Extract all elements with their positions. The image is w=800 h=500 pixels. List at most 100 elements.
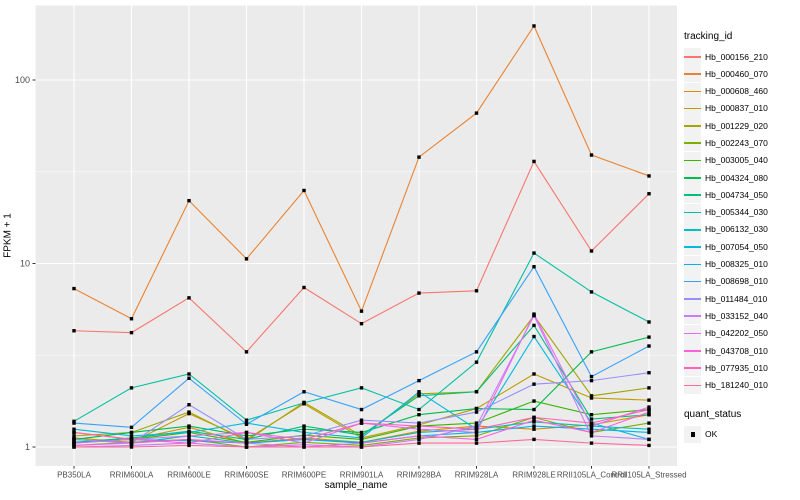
legend-label: Hb_000156_210 bbox=[705, 51, 768, 62]
data-point bbox=[187, 376, 191, 380]
data-point bbox=[647, 443, 651, 448]
series-color-swatch-icon bbox=[684, 376, 701, 394]
data-point bbox=[129, 441, 134, 445]
y-tick-label: 1 bbox=[25, 442, 30, 452]
data-point bbox=[474, 441, 479, 445]
data-point bbox=[589, 290, 594, 294]
data-point bbox=[302, 437, 306, 442]
data-point bbox=[302, 430, 306, 435]
data-point bbox=[244, 257, 249, 261]
x-tick-label: RRII105LA_Control bbox=[557, 471, 627, 480]
data-point bbox=[72, 437, 76, 442]
data-point bbox=[244, 422, 249, 426]
legend-label: Hb_077935_010 bbox=[705, 362, 768, 373]
series-color-swatch-icon bbox=[684, 65, 701, 83]
data-point bbox=[589, 417, 594, 421]
data-point bbox=[647, 398, 651, 402]
x-tick-label: RRIM600PE bbox=[282, 471, 326, 480]
data-point bbox=[302, 285, 306, 290]
data-point bbox=[474, 434, 479, 438]
data-point bbox=[187, 403, 191, 407]
data-point bbox=[302, 445, 306, 449]
data-point bbox=[589, 421, 594, 425]
data-point bbox=[532, 407, 536, 412]
data-point bbox=[589, 394, 594, 398]
data-point bbox=[72, 329, 76, 333]
data-point bbox=[647, 386, 651, 390]
data-point bbox=[532, 399, 536, 403]
legend-label: Hb_181240_010 bbox=[705, 380, 768, 391]
data-point bbox=[359, 407, 364, 412]
data-point bbox=[589, 396, 594, 400]
data-point bbox=[417, 407, 421, 412]
data-point bbox=[647, 192, 651, 196]
legend-label: Hb_004324_080 bbox=[705, 172, 768, 183]
data-point bbox=[474, 437, 479, 442]
x-tick-label: RRIM600LE bbox=[167, 471, 211, 480]
data-point bbox=[474, 390, 479, 394]
data-point bbox=[589, 350, 594, 354]
data-point bbox=[187, 443, 191, 448]
data-point bbox=[129, 434, 134, 438]
legend-tracking-items: Hb_000156_210 Hb_000460_070 Hb_000608_460 H… bbox=[684, 48, 799, 394]
data-point bbox=[302, 390, 306, 394]
data-point bbox=[187, 198, 191, 203]
data-point bbox=[187, 434, 191, 438]
data-point bbox=[72, 445, 76, 449]
legend-item: Hb_004734_050 bbox=[684, 186, 799, 204]
legend-label: Hb_000608_460 bbox=[705, 86, 768, 97]
data-point bbox=[244, 445, 249, 449]
legend-item: Hb_077935_010 bbox=[684, 359, 799, 377]
series-color-swatch-icon bbox=[684, 290, 701, 308]
legend-item: Hb_000837_010 bbox=[684, 99, 799, 117]
legend-item: Hb_043708_010 bbox=[684, 342, 799, 360]
data-point bbox=[647, 371, 651, 375]
data-point bbox=[302, 427, 306, 431]
data-point bbox=[187, 372, 191, 376]
data-point bbox=[474, 289, 479, 293]
data-point bbox=[302, 424, 306, 428]
data-point bbox=[474, 430, 479, 435]
data-point bbox=[474, 360, 479, 364]
data-point bbox=[302, 434, 306, 438]
y-axis-title: FPKM + 1 bbox=[2, 213, 14, 258]
legend-item: Hb_002243_070 bbox=[684, 134, 799, 152]
data-point bbox=[532, 323, 536, 328]
data-point bbox=[244, 418, 249, 422]
legend-label: Hb_011484_010 bbox=[705, 293, 768, 304]
data-point bbox=[359, 445, 364, 449]
data-point bbox=[359, 441, 364, 445]
data-point bbox=[72, 286, 76, 291]
data-point bbox=[417, 427, 421, 431]
data-point bbox=[129, 445, 134, 449]
legend-item: Hb_004324_080 bbox=[684, 169, 799, 187]
legend-item: Hb_033152_040 bbox=[684, 307, 799, 325]
data-point bbox=[302, 441, 306, 445]
data-point bbox=[647, 174, 651, 178]
series-color-swatch-icon bbox=[684, 307, 701, 325]
data-point bbox=[359, 421, 364, 425]
data-point bbox=[647, 437, 651, 442]
data-point bbox=[647, 430, 651, 435]
data-point bbox=[647, 427, 651, 431]
series-color-swatch-icon bbox=[684, 82, 701, 100]
series-color-swatch-icon bbox=[684, 169, 701, 187]
data-point bbox=[417, 378, 421, 383]
data-point bbox=[72, 421, 76, 425]
x-tick-label: PB350LA bbox=[57, 471, 91, 480]
data-point bbox=[359, 436, 364, 440]
data-point bbox=[647, 320, 651, 324]
data-point bbox=[244, 437, 249, 442]
legend-label: Hb_000837_010 bbox=[705, 103, 768, 114]
data-point bbox=[417, 421, 421, 425]
data-point bbox=[474, 410, 479, 414]
legend-item: Hb_011484_010 bbox=[684, 290, 799, 308]
data-point bbox=[244, 434, 249, 438]
data-point bbox=[474, 111, 479, 115]
data-point bbox=[532, 24, 536, 28]
data-point bbox=[532, 415, 536, 420]
data-point bbox=[589, 153, 594, 157]
data-point bbox=[589, 374, 594, 379]
legend-item: Hb_006132_030 bbox=[684, 220, 799, 238]
data-point bbox=[532, 159, 536, 164]
